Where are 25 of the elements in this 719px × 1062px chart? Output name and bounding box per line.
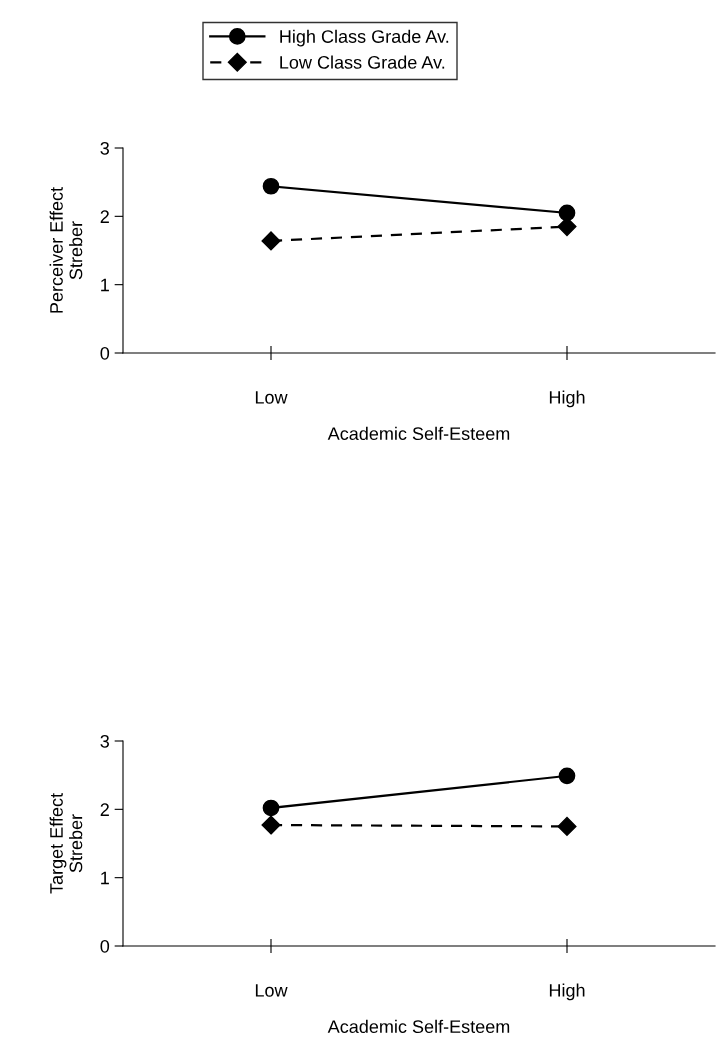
y-tick-label: 3 bbox=[100, 141, 110, 155]
x-axis-title: Academic Self-Esteem bbox=[327, 426, 510, 441]
y-tick-label: 0 bbox=[100, 939, 110, 953]
y-tick-label: 2 bbox=[100, 210, 109, 223]
y-tick-label: 0 bbox=[100, 346, 110, 360]
point bbox=[262, 799, 280, 817]
legend-label: Low Class Grade Av. bbox=[280, 55, 445, 69]
legend-label: High Class Grade Av. bbox=[280, 29, 449, 47]
y-tick-label: 2 bbox=[100, 803, 109, 816]
x-tick-label: Low bbox=[255, 984, 288, 997]
x-tick-label: High bbox=[549, 983, 585, 1001]
point bbox=[261, 815, 281, 835]
point bbox=[557, 816, 577, 836]
point bbox=[557, 217, 577, 237]
y-tick-label: 1 bbox=[101, 278, 109, 292]
x-tick-label: High bbox=[549, 390, 585, 408]
y-tick-label: 1 bbox=[101, 871, 109, 885]
y-tick-label: 3 bbox=[100, 734, 110, 748]
y-axis-title: Target Effect Streber bbox=[49, 793, 83, 894]
point bbox=[558, 767, 576, 785]
y-axis-title: Perceiver Effect Streber bbox=[49, 187, 83, 313]
point bbox=[261, 231, 281, 251]
point bbox=[262, 177, 280, 195]
x-tick-label: Low bbox=[255, 391, 288, 404]
x-axis-title: Academic Self-Esteem bbox=[327, 1019, 510, 1034]
